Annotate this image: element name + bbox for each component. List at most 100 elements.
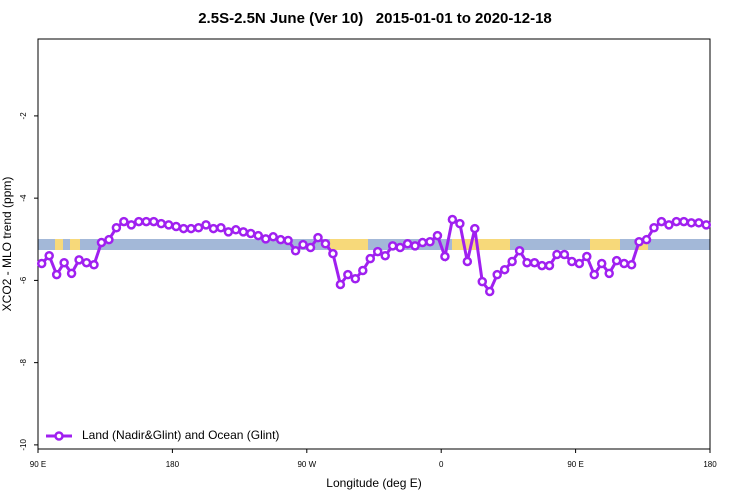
point bbox=[417, 237, 428, 248]
point bbox=[574, 258, 585, 269]
x-tick-label: 180 bbox=[166, 460, 180, 469]
y-tick-label: -10 bbox=[19, 439, 28, 451]
x-tick-label: 0 bbox=[439, 460, 444, 469]
point bbox=[372, 246, 383, 257]
point bbox=[522, 257, 532, 268]
point bbox=[246, 228, 256, 239]
point bbox=[186, 223, 196, 234]
legend-label: Land (Nadir&Glint) and Ocean (Glint) bbox=[82, 428, 279, 442]
point bbox=[320, 239, 331, 249]
point bbox=[507, 256, 517, 267]
point bbox=[440, 251, 450, 262]
point bbox=[111, 223, 122, 233]
point bbox=[626, 260, 637, 270]
point bbox=[275, 234, 286, 245]
point bbox=[335, 279, 346, 290]
point bbox=[395, 242, 405, 253]
point bbox=[537, 260, 547, 271]
point bbox=[447, 214, 458, 225]
point bbox=[126, 220, 137, 230]
point bbox=[350, 273, 361, 284]
y-tick-label: -8 bbox=[19, 359, 28, 367]
point bbox=[238, 227, 249, 237]
point bbox=[193, 223, 204, 233]
point bbox=[582, 251, 592, 262]
point bbox=[253, 230, 264, 241]
point bbox=[402, 239, 413, 249]
point bbox=[634, 236, 644, 247]
point bbox=[81, 257, 92, 268]
point bbox=[104, 234, 114, 245]
point bbox=[679, 216, 689, 227]
point bbox=[470, 223, 480, 234]
series-line bbox=[40, 217, 707, 295]
point bbox=[141, 216, 152, 227]
point bbox=[455, 218, 465, 229]
point bbox=[134, 216, 144, 227]
point bbox=[343, 269, 353, 280]
point bbox=[514, 246, 525, 256]
point bbox=[492, 269, 502, 280]
point bbox=[484, 286, 495, 297]
y-tick-label: -2 bbox=[19, 112, 28, 120]
point bbox=[410, 241, 420, 251]
point bbox=[686, 218, 697, 228]
point bbox=[544, 260, 555, 271]
point bbox=[290, 246, 301, 256]
chart-title: 2.5S-2.5N June (Ver 10) 2015-01-01 to 20… bbox=[198, 10, 552, 27]
point bbox=[208, 223, 219, 234]
point bbox=[283, 235, 293, 246]
point bbox=[365, 253, 376, 264]
point bbox=[596, 258, 607, 269]
point bbox=[231, 225, 241, 235]
point bbox=[619, 258, 629, 269]
point bbox=[387, 241, 398, 251]
point bbox=[432, 230, 443, 241]
point bbox=[611, 255, 622, 266]
point bbox=[260, 234, 271, 244]
x-tick-label: 90 E bbox=[30, 460, 46, 469]
point bbox=[671, 216, 682, 227]
point bbox=[298, 239, 308, 250]
point bbox=[641, 234, 652, 245]
point bbox=[664, 220, 674, 230]
point bbox=[425, 236, 435, 247]
x-axis-label: Longitude (deg E) bbox=[326, 476, 421, 490]
point bbox=[89, 260, 99, 270]
point bbox=[44, 250, 54, 261]
point bbox=[74, 255, 84, 265]
point bbox=[59, 257, 69, 268]
y-tick-label: -4 bbox=[19, 194, 28, 202]
point bbox=[649, 223, 659, 233]
point bbox=[529, 257, 540, 268]
point bbox=[559, 249, 570, 260]
x-tick-label: 90 W bbox=[297, 460, 316, 469]
point bbox=[216, 223, 226, 233]
plot-frame bbox=[37, 38, 711, 450]
point bbox=[178, 223, 189, 234]
point bbox=[694, 218, 704, 228]
point bbox=[567, 256, 577, 267]
point bbox=[268, 232, 278, 242]
point bbox=[358, 265, 368, 276]
point bbox=[477, 276, 488, 287]
point bbox=[328, 248, 338, 259]
point bbox=[148, 216, 159, 227]
x-tick-label: 180 bbox=[703, 460, 717, 469]
point bbox=[36, 258, 47, 269]
point bbox=[96, 237, 107, 248]
y-axis-label: XCO2 - MLO trend (ppm) bbox=[0, 177, 14, 312]
point bbox=[51, 269, 62, 280]
point bbox=[656, 216, 667, 227]
point bbox=[156, 218, 166, 229]
x-tick-label: 90 E bbox=[567, 460, 583, 469]
point bbox=[462, 256, 473, 267]
point bbox=[552, 249, 562, 260]
point bbox=[119, 216, 129, 227]
y-tick-label: -6 bbox=[19, 276, 28, 284]
point bbox=[604, 268, 614, 279]
point bbox=[499, 264, 510, 275]
point bbox=[201, 220, 211, 230]
point bbox=[305, 242, 316, 253]
point bbox=[171, 221, 181, 232]
